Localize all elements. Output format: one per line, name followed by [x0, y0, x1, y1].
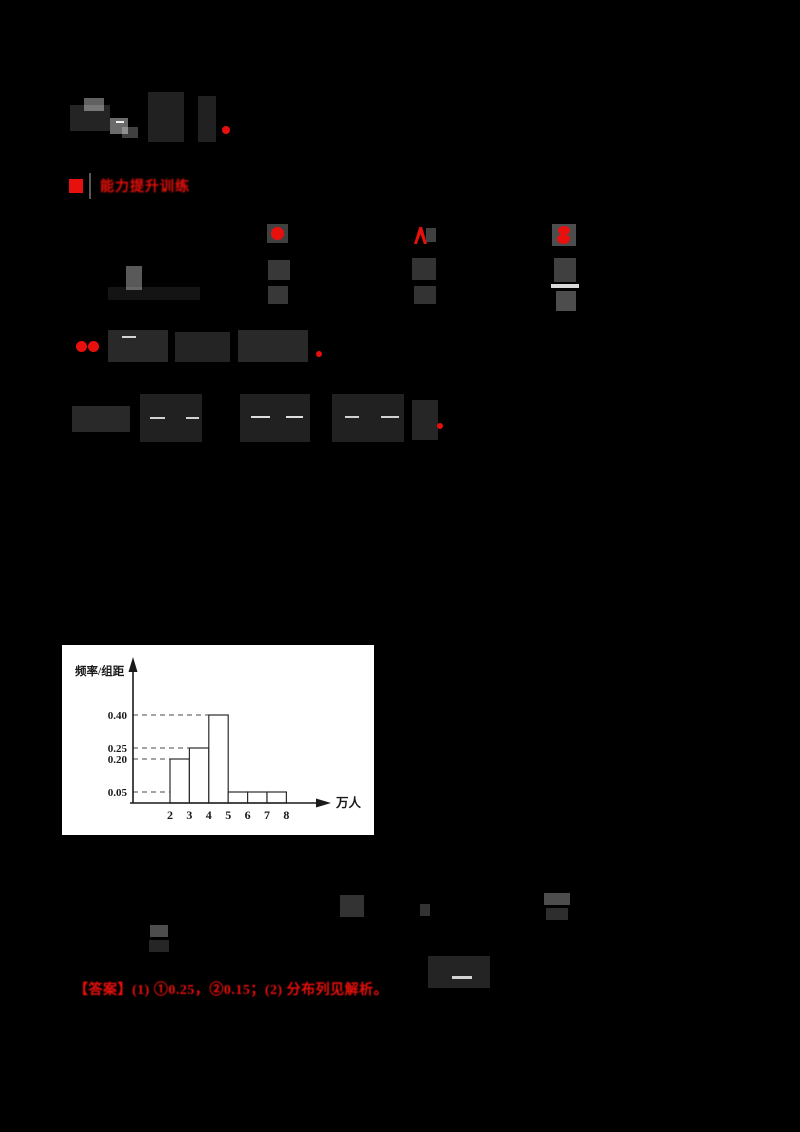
- answer-line: 【答案】(1) ①0.25，②0.15；(2) 分布列见解析。: [74, 983, 389, 998]
- red-part-marker: [76, 341, 87, 352]
- x-tick-label: 2: [167, 808, 173, 822]
- x-tick-label: 6: [245, 808, 251, 822]
- red-part-marker: [88, 341, 99, 352]
- y-tick-label: 0.05: [108, 787, 128, 799]
- faint-math-fragment: [240, 394, 310, 442]
- y-axis-arrow-icon: [128, 657, 138, 672]
- red-period-mark: [437, 423, 443, 429]
- x-axis-title: 万人: [335, 795, 362, 810]
- faint-fraction-fragment: [149, 940, 169, 952]
- section-heading: 能力提升训练: [69, 173, 190, 199]
- histogram-bar: [169, 758, 190, 804]
- x-axis-arrow-icon: [316, 798, 331, 808]
- faint-math-fragment: [238, 330, 308, 362]
- fraction-bar: [345, 416, 359, 418]
- y-tick-label: 0.20: [108, 754, 128, 766]
- faint-math-fragment: [70, 105, 110, 131]
- histogram-bar: [208, 714, 229, 804]
- faint-fraction-fragment: [414, 286, 436, 304]
- histogram-bar: [227, 791, 249, 804]
- faint-math-fragment: [412, 400, 438, 440]
- x-tick-label: 4: [206, 808, 212, 822]
- marker-backdrop: [426, 228, 436, 242]
- faint-math-fragment: [148, 92, 184, 142]
- red-period-mark: [316, 351, 322, 357]
- fraction-bar: [381, 416, 399, 418]
- faint-fraction-fragment: [554, 258, 576, 282]
- faint-fraction-fragment: [544, 893, 570, 905]
- faint-math-fragment: [332, 394, 404, 442]
- red-answer-glyph: [558, 226, 570, 235]
- y-axis-title: 频率/组距: [75, 664, 125, 678]
- red-period-mark: [222, 126, 230, 134]
- y-tick-label: 0.25: [108, 743, 128, 755]
- faint-option-fragment: [108, 287, 200, 300]
- faint-math-fragment: [108, 330, 168, 362]
- fraction-bar: [122, 336, 136, 338]
- fraction-bar: [150, 417, 165, 419]
- fraction-bar: [251, 416, 270, 418]
- section-heading-text: 能力提升训练: [100, 180, 190, 195]
- fraction-bar: [551, 284, 579, 288]
- histogram-bar: [188, 747, 210, 804]
- fraction-bar: [116, 121, 124, 123]
- y-tick-label: 0.40: [108, 710, 128, 722]
- faint-fraction-fragment: [268, 286, 288, 304]
- faint-math-fragment: [84, 98, 104, 111]
- heading-divider: [89, 173, 91, 199]
- red-answer-glyph: [557, 234, 570, 244]
- faint-fraction-fragment: [546, 908, 568, 920]
- faint-option-fragment: [126, 266, 142, 290]
- x-tick-label: 3: [186, 808, 192, 822]
- histogram-figure: 0.05 0.20 0.25 0.40 2 3 4 5 6 7 8 频率/组距万人: [62, 645, 374, 835]
- x-tick-label: 7: [264, 808, 270, 822]
- red-square-bullet-icon: [69, 179, 83, 193]
- faint-math-fragment: [428, 956, 490, 988]
- fraction-bar: [286, 416, 303, 418]
- x-tick-label: 5: [225, 808, 231, 822]
- faint-math-fragment: [340, 895, 364, 917]
- fraction-bar: [452, 976, 472, 979]
- faint-math-fragment: [175, 332, 230, 362]
- fraction-bar: [186, 417, 199, 419]
- histogram-bar: [247, 791, 268, 804]
- faint-fraction-fragment: [268, 260, 290, 280]
- faint-math-fragment: [198, 96, 216, 142]
- faint-fraction-fragment: [150, 925, 168, 937]
- histogram-bar: [266, 791, 287, 804]
- x-tick-label: 8: [283, 808, 289, 822]
- faint-math-fragment: [72, 406, 130, 432]
- faint-math-fragment: [122, 127, 138, 138]
- red-answer-dot: [271, 227, 284, 240]
- faint-fraction-fragment: [412, 258, 436, 280]
- faint-math-fragment: [420, 904, 430, 916]
- faint-fraction-fragment: [556, 291, 576, 311]
